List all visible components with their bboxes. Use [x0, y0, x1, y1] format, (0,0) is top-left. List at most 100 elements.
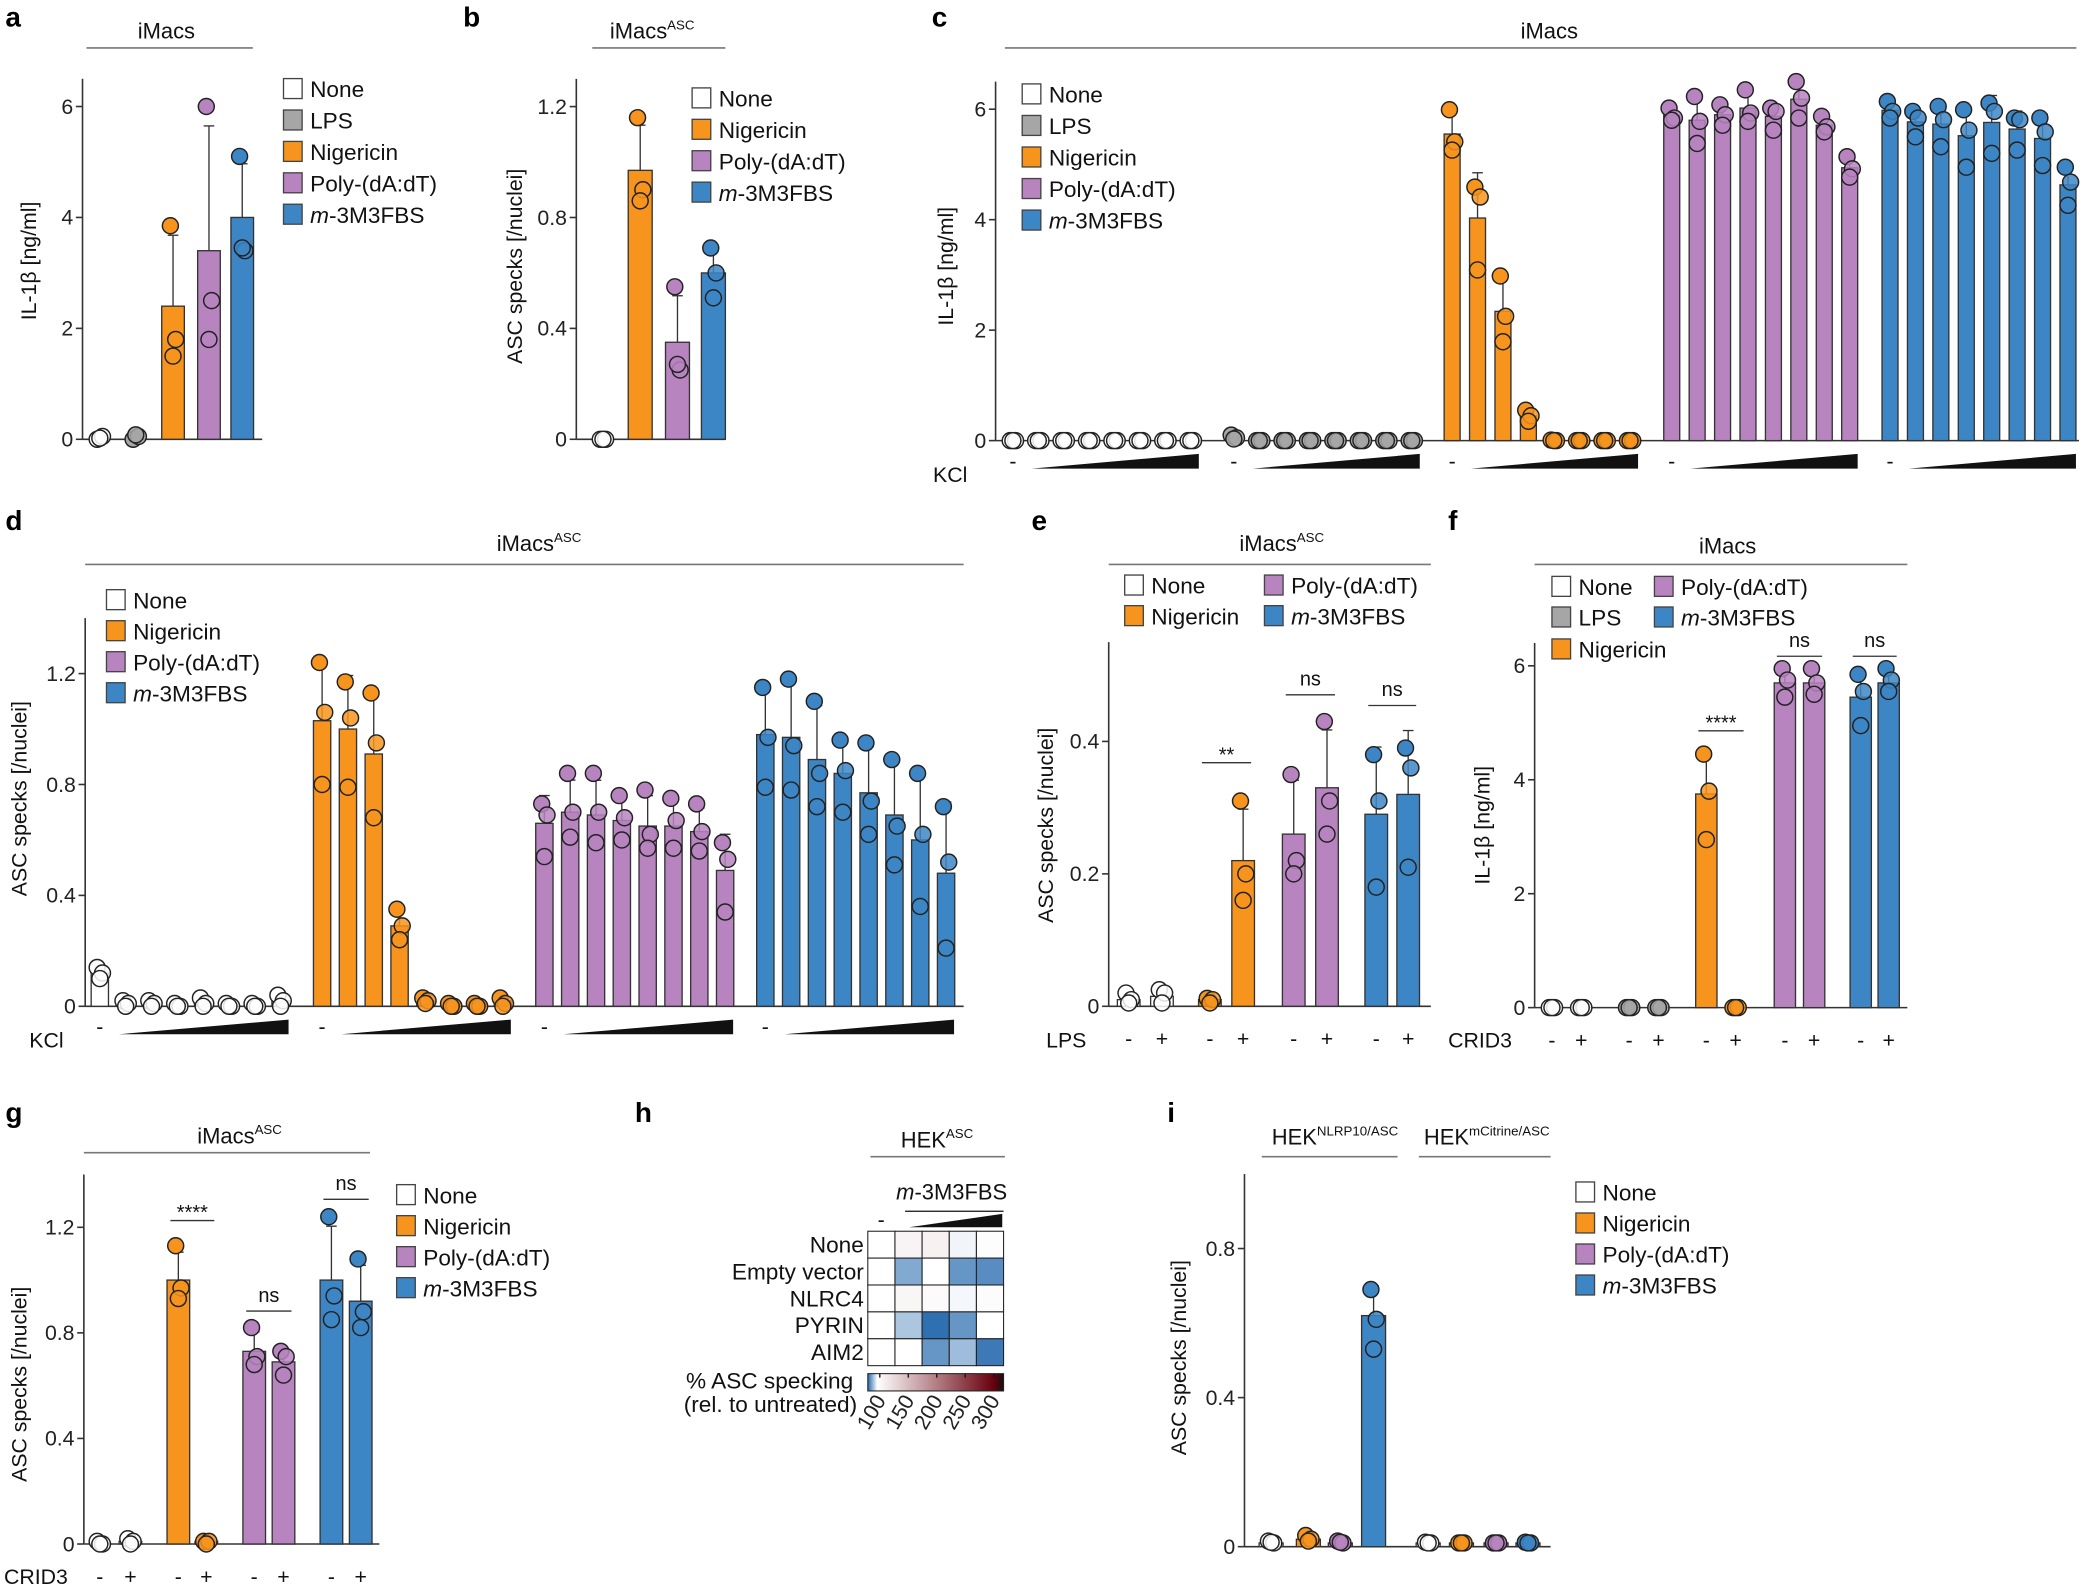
legend-item-poly: Poly-(dA:dT): [691, 149, 846, 174]
data-point: [354, 1303, 373, 1321]
legend-label: m-3M3FBS: [1291, 604, 1405, 629]
data-point: [1685, 87, 1704, 106]
bar-m3: [1849, 665, 1873, 1009]
data-point: [613, 831, 631, 849]
data-point: [164, 347, 182, 365]
x-tick-label: -: [1548, 1029, 1555, 1053]
legend-label-text: Poly-(dA:dT): [1681, 575, 1808, 600]
bar-m3: [753, 678, 777, 1007]
bar: [638, 825, 657, 1007]
bar: [338, 728, 358, 1007]
data-point: [274, 1366, 293, 1384]
data-point: [1301, 431, 1319, 450]
bar-poly: [1838, 147, 1862, 442]
bar-nig: [1231, 792, 1256, 1007]
bar: [348, 1300, 373, 1545]
legend-swatch: [105, 682, 126, 704]
bar-m3: [1396, 729, 1421, 1007]
legend-swatch: [1124, 604, 1144, 627]
y-axis-label: ASC specks [/nuclei]: [503, 169, 527, 364]
data-point: [1367, 1310, 1385, 1329]
data-point: [1688, 134, 1706, 153]
legend-swatch: [282, 77, 303, 100]
legend-label: m-3M3FBS: [1603, 1274, 1717, 1299]
data-point: [1315, 712, 1334, 731]
bar: [756, 733, 775, 1007]
bar: [1695, 793, 1718, 1009]
bar: [364, 753, 384, 1007]
x-axis-label: KCl: [933, 463, 967, 487]
bar-none: [1569, 998, 1593, 1017]
bar-lps: [1298, 431, 1322, 450]
legend-swatch: [1263, 604, 1284, 627]
y-tick-label: 0.4: [45, 1427, 75, 1451]
legend-label-text: Nigericin: [1151, 604, 1239, 629]
dose-none-label: -: [1449, 450, 1456, 474]
data-point: [1494, 333, 1512, 351]
panel-title: iMacsASC: [1239, 530, 1324, 556]
data-point: [1694, 745, 1713, 763]
legend-label-text: -3M3FBS: [1310, 604, 1405, 629]
data-point: [1352, 431, 1370, 450]
bar-none: [1052, 431, 1076, 450]
legend-label-italic: m: [133, 681, 152, 706]
legend-label-italic: m: [1291, 604, 1310, 629]
data-point: [168, 997, 187, 1016]
legend-swatch: [691, 150, 712, 172]
data-point: [2008, 141, 2026, 159]
legend-label-text: LPS: [1579, 606, 1622, 631]
bar: [1688, 119, 1706, 442]
bar-poly: [242, 1318, 267, 1545]
data-point: [1519, 1534, 1537, 1552]
legend-label-text: -3M3FBS: [1621, 1274, 1716, 1299]
dose-wedge: [1690, 453, 1858, 469]
bar-poly: [1762, 99, 1785, 442]
legend-item-nig: Nigericin: [395, 1214, 511, 1239]
bar-nig: [627, 108, 653, 440]
data-point: [805, 692, 824, 711]
data-point: [1285, 865, 1303, 883]
data-point: [1275, 431, 1294, 450]
panel-title-text: iMacs: [138, 19, 195, 44]
legend-label-italic: m: [423, 1276, 442, 1301]
data-point: [638, 839, 657, 857]
data-point: [1004, 431, 1022, 450]
data-point: [1854, 682, 1873, 701]
data-point: [1377, 431, 1396, 450]
data-point: [116, 997, 135, 1016]
dose-wedge: [1470, 453, 1639, 469]
legend-label-text: LPS: [1049, 114, 1092, 139]
data-point: [1764, 121, 1783, 139]
legend-label-text: -3M3FBS: [329, 203, 424, 228]
legend-label: Poly-(dA:dT): [423, 1245, 550, 1270]
bar: [1773, 682, 1797, 1009]
legend-label: Poly-(dA:dT): [1291, 574, 1418, 599]
y-tick-label: 0.8: [45, 1321, 75, 1345]
legend-swatch: [691, 118, 712, 140]
y-tick-label: 0.8: [1206, 1237, 1236, 1261]
x-tick-label: +: [1321, 1027, 1333, 1051]
legend-label: Nigericin: [1579, 638, 1667, 663]
data-point: [1250, 431, 1268, 450]
legend-swatch: [282, 109, 303, 131]
bar-none: [88, 427, 112, 449]
x-tick-label: -: [175, 1565, 182, 1584]
data-point: [161, 217, 180, 235]
bar: [1443, 133, 1461, 442]
panel-title-text: iMacs: [610, 19, 667, 44]
significance-label: ns: [1382, 679, 1403, 701]
legend-label-text: Nigericin: [1579, 638, 1667, 663]
panel-g: iMacsASC g 0 0.4 0.8 1.2 ASC specks [/nuclei] N…: [4, 1097, 550, 1584]
bar-none: [591, 430, 615, 449]
data-point: [341, 709, 360, 727]
data-point: [1496, 307, 1515, 326]
legend-swatch: [691, 181, 712, 203]
bar-nig: [161, 217, 186, 440]
data-point: [1419, 1534, 1437, 1552]
data-point: [779, 670, 798, 688]
data-point: [349, 1250, 367, 1268]
bar: [1315, 787, 1339, 1007]
panel-b: iMacsASC b 0 0.4 0.8 1.2 ASC specks [/nuclei] N…: [463, 2, 845, 452]
heatmap-cell: [948, 1230, 977, 1259]
